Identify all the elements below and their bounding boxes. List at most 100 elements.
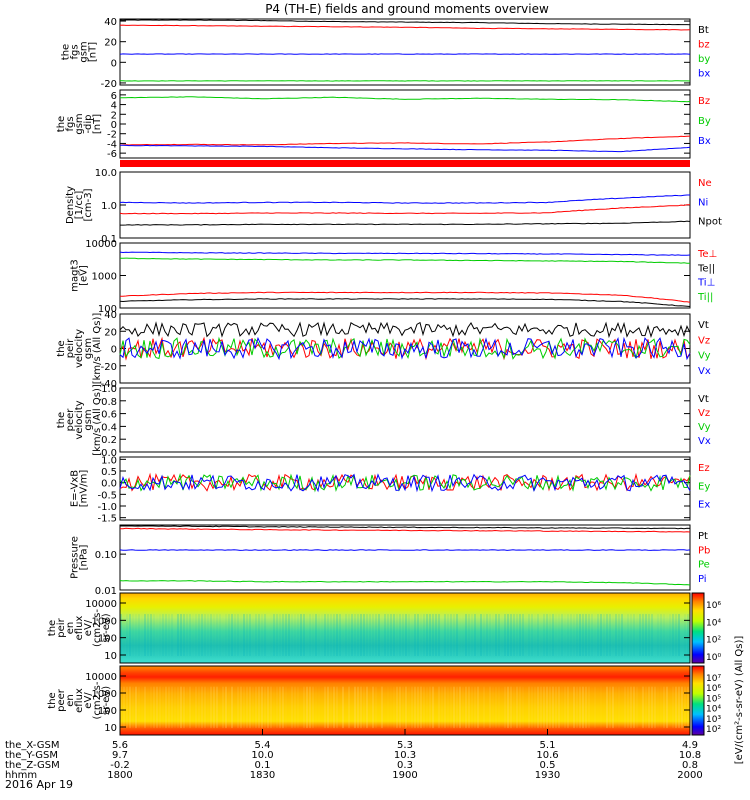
spectrogram-column bbox=[681, 686, 683, 729]
spectrogram-column bbox=[558, 614, 560, 656]
spectrogram-column bbox=[243, 686, 245, 729]
series-line-Vx bbox=[119, 336, 691, 361]
spectrogram-column bbox=[507, 686, 509, 729]
spectrogram-column bbox=[405, 614, 407, 656]
spectrogram-column bbox=[663, 614, 665, 656]
colorbar-tick-label: 10⁴ bbox=[706, 618, 721, 628]
panel-frame bbox=[119, 592, 691, 664]
y-tick-label: 6 bbox=[111, 91, 117, 102]
spectrogram-column bbox=[420, 614, 422, 656]
spectrogram-column bbox=[300, 614, 302, 656]
panel-frame bbox=[119, 387, 691, 453]
spectrogram-column bbox=[669, 687, 671, 728]
spectrogram-column bbox=[582, 686, 584, 729]
spectrogram-column bbox=[273, 614, 275, 656]
spectrogram-column bbox=[471, 614, 473, 656]
y-axis-label: thepeirenefluxeV/(cm2-s-sr-eV) bbox=[47, 609, 112, 647]
legend-label: Pi bbox=[698, 574, 707, 585]
series-line-By bbox=[120, 96, 691, 103]
spectrogram-column bbox=[171, 614, 173, 656]
spectrogram-column bbox=[312, 614, 314, 656]
spectrogram-column bbox=[276, 614, 278, 656]
y-tick-label: -6 bbox=[107, 149, 117, 160]
spectrogram-column bbox=[423, 614, 425, 656]
legend-label: Ez bbox=[698, 463, 710, 474]
series-line-Npot bbox=[120, 220, 691, 226]
spectrogram-column bbox=[237, 686, 239, 729]
spectrogram-column bbox=[255, 614, 257, 656]
y-axis-label: thepeirvelocitygsm[km/s (All Qs)] bbox=[56, 313, 103, 385]
series-line-Ti|| bbox=[119, 257, 690, 264]
legend-label: Bx bbox=[698, 136, 711, 147]
date-label: 2016 Apr 19 bbox=[5, 778, 73, 791]
legend-label: Pe bbox=[698, 560, 710, 571]
spectrogram-column bbox=[540, 614, 542, 656]
spectrogram-column bbox=[411, 686, 413, 729]
y-axis-label: thepeerenefluxeV/(cm2-s-sr-eV) bbox=[47, 681, 112, 719]
spectrogram-column bbox=[315, 686, 317, 729]
spectrogram-texture bbox=[120, 686, 689, 729]
spectrogram-column bbox=[495, 614, 497, 656]
spectrogram-column bbox=[672, 686, 674, 729]
x-row-label: hhmm bbox=[5, 770, 37, 781]
spectrogram-column bbox=[234, 614, 236, 656]
spectrogram-column bbox=[600, 614, 602, 656]
spectrogram-column bbox=[366, 686, 368, 729]
spectrogram-column bbox=[318, 687, 320, 728]
spectrogram-column bbox=[414, 686, 416, 729]
spectrogram-column bbox=[198, 614, 200, 656]
spectrogram-column bbox=[204, 686, 206, 729]
spectrogram-column bbox=[372, 614, 374, 656]
spectrogram-column bbox=[204, 614, 206, 656]
y-tick-label: 0.8 bbox=[101, 397, 117, 408]
x-tick-label: 0.5 bbox=[540, 760, 556, 771]
spectrogram-column bbox=[321, 614, 323, 656]
spectrogram-column bbox=[561, 614, 563, 656]
spectrogram-column bbox=[150, 614, 152, 656]
spectrogram-column bbox=[228, 686, 230, 729]
y-axis-label-line: the bbox=[56, 116, 67, 132]
spectrogram-column bbox=[132, 614, 134, 656]
panel-frame bbox=[119, 524, 691, 591]
spectrogram-column bbox=[609, 686, 611, 729]
spectrogram-column bbox=[663, 686, 665, 729]
legend-label: Vy bbox=[698, 422, 711, 433]
spectrogram-column bbox=[477, 686, 479, 729]
colorbar-tick-label: 10² bbox=[706, 636, 721, 646]
spectrogram-column bbox=[384, 614, 386, 656]
spectrogram-column bbox=[645, 686, 647, 729]
spectrogram-column bbox=[456, 686, 458, 729]
spectrogram-column bbox=[429, 614, 431, 656]
spectrogram-column bbox=[381, 686, 383, 729]
spectrogram-column bbox=[486, 687, 488, 728]
spectrogram-column bbox=[195, 614, 197, 656]
colorbar-title: [eV/(cm²-s-sr-eV) (All Qs)] bbox=[734, 636, 745, 765]
x-tick-label: 10.3 bbox=[394, 750, 416, 761]
spectrogram-column bbox=[390, 687, 392, 728]
spectrogram-column bbox=[657, 686, 659, 729]
spectrogram-column bbox=[465, 614, 467, 656]
spectrogram-column bbox=[444, 686, 446, 729]
spectrogram-column bbox=[579, 614, 581, 656]
y-tick-label: 20 bbox=[104, 327, 117, 338]
spectrogram-column bbox=[573, 614, 575, 656]
y-axis-label-line: E=-VxB bbox=[70, 470, 81, 507]
spectrogram-column bbox=[489, 614, 491, 656]
spectrogram-column bbox=[549, 614, 551, 656]
y-tick-label: -1.0 bbox=[97, 502, 117, 513]
spectrogram-column bbox=[645, 614, 647, 656]
spectrogram-column bbox=[339, 614, 341, 656]
spectrogram-column bbox=[126, 686, 128, 729]
legend-label: Te⊥ bbox=[697, 249, 717, 260]
spectrogram-column bbox=[459, 614, 461, 656]
y-tick-label: -0.5 bbox=[97, 490, 117, 501]
spectrogram-column bbox=[498, 614, 500, 656]
legend-label: By bbox=[698, 116, 711, 127]
colorbar-tick-label: 10⁶ bbox=[706, 601, 721, 611]
colorbar-tick-label: 10⁷ bbox=[706, 674, 721, 684]
spectrogram-column bbox=[225, 686, 227, 729]
legend-label: Vt bbox=[698, 320, 709, 331]
y-tick-label: 0.1 bbox=[101, 234, 117, 245]
spectrogram-column bbox=[180, 686, 182, 729]
spectrogram-column bbox=[291, 614, 293, 656]
